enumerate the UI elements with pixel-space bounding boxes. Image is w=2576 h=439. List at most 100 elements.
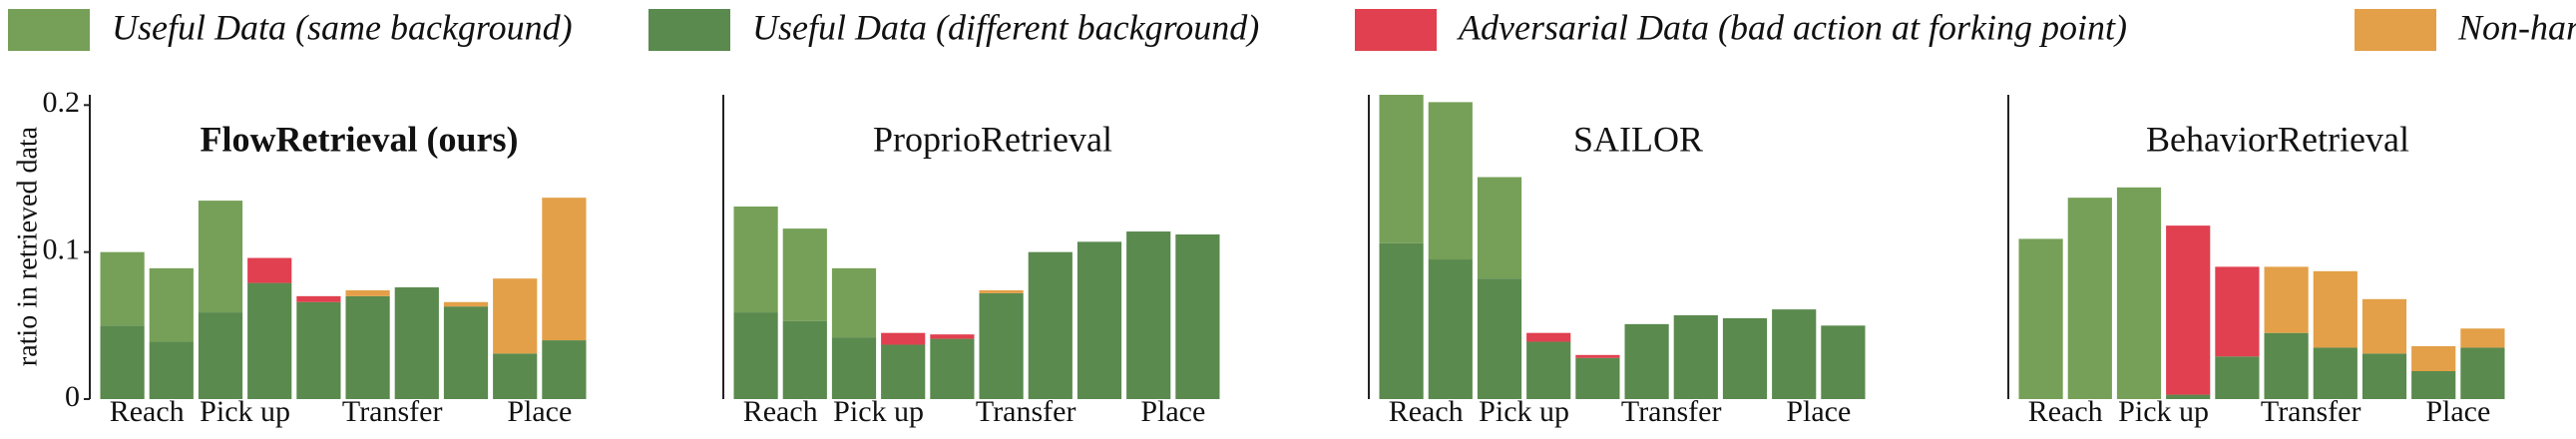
legend-label: Non-harmful Data bbox=[2457, 7, 2576, 47]
chart-title: ProprioRetrieval bbox=[873, 119, 1112, 159]
bar-segment bbox=[149, 267, 194, 342]
x-tick-label: Transfer bbox=[1621, 395, 1722, 428]
bar-segment bbox=[1477, 177, 1522, 279]
bar-segment bbox=[733, 206, 778, 313]
chart-title: FlowRetrieval (ours) bbox=[201, 119, 519, 159]
bar-segment bbox=[1575, 357, 1620, 399]
bar-segment bbox=[247, 282, 292, 399]
bar-segment bbox=[296, 301, 341, 399]
bar-segment bbox=[2411, 345, 2456, 372]
bar-segment bbox=[1379, 95, 1424, 243]
bar-segment bbox=[198, 312, 243, 399]
legend-label: Useful Data (different background) bbox=[752, 7, 1259, 47]
bar-segment bbox=[1575, 354, 1620, 358]
bar-segment bbox=[2313, 270, 2358, 348]
bar-segment bbox=[881, 344, 926, 399]
bar-segment bbox=[881, 332, 926, 345]
bar-segment bbox=[1175, 233, 1220, 399]
chart-title: BehaviorRetrieval bbox=[2146, 119, 2409, 159]
legend-swatch bbox=[648, 9, 730, 51]
x-tick-label: Transfer bbox=[2261, 395, 2361, 428]
legend-swatch bbox=[2355, 9, 2436, 51]
bar-segment bbox=[1028, 251, 1073, 399]
bar-segment bbox=[443, 301, 489, 307]
bar-segment bbox=[831, 337, 877, 399]
bar-segment bbox=[1379, 242, 1424, 399]
legend-label: Useful Data (same background) bbox=[112, 7, 573, 47]
bar-segment bbox=[2460, 328, 2505, 348]
bar-segment bbox=[443, 306, 489, 399]
x-tick-label: Transfer bbox=[976, 395, 1076, 428]
bar-segment bbox=[542, 198, 587, 341]
bar-segment bbox=[782, 320, 827, 399]
bar-segment bbox=[979, 292, 1024, 399]
bar-segment bbox=[2166, 225, 2211, 395]
bar-segment bbox=[2460, 347, 2505, 399]
x-tick-label: Transfer bbox=[342, 395, 443, 428]
bar-segment bbox=[733, 312, 778, 399]
bar-segment bbox=[1722, 317, 1768, 399]
bar-segment bbox=[2067, 198, 2112, 399]
bar-segment bbox=[2264, 332, 2309, 399]
bar-segment bbox=[394, 287, 439, 399]
bar-segment bbox=[782, 228, 827, 321]
x-tick-label: Place bbox=[2425, 395, 2490, 428]
y-axis-label: ratio in retrieved data bbox=[12, 126, 43, 366]
bar-segment bbox=[1526, 341, 1571, 399]
bar-segment bbox=[1126, 231, 1171, 399]
bar-segment bbox=[2018, 238, 2063, 399]
x-tick-label: Pick up bbox=[2118, 395, 2209, 428]
bar-segment bbox=[296, 295, 341, 302]
legend-swatch bbox=[1355, 9, 1437, 51]
bar-segment bbox=[831, 267, 877, 338]
x-tick-label: Place bbox=[507, 395, 572, 428]
bar-segment bbox=[100, 325, 145, 399]
x-tick-label: Reach bbox=[1389, 395, 1464, 428]
bar-segment bbox=[1477, 278, 1522, 399]
bar-segment bbox=[493, 278, 538, 354]
bar-segment bbox=[2116, 187, 2162, 399]
bar-segment bbox=[2411, 371, 2456, 399]
bar-segment bbox=[2215, 356, 2260, 399]
bar-segment bbox=[2313, 347, 2358, 399]
bar-segment bbox=[2361, 353, 2407, 399]
y-tick-label: 0.1 bbox=[43, 233, 81, 266]
y-tick-label: 0.2 bbox=[43, 86, 81, 119]
bar-segment bbox=[1673, 315, 1718, 399]
bar-segment bbox=[2361, 298, 2407, 354]
bar-segment bbox=[1821, 325, 1866, 399]
x-tick-label: Reach bbox=[743, 395, 818, 428]
x-tick-label: Place bbox=[1786, 395, 1851, 428]
bar-segment bbox=[1624, 323, 1669, 399]
bar-segment bbox=[198, 201, 243, 313]
bar-segment bbox=[149, 341, 194, 399]
bar-segment bbox=[247, 257, 292, 283]
bar-segment bbox=[345, 295, 390, 399]
bar-segment bbox=[1076, 241, 1122, 399]
chart-title: SAILOR bbox=[1573, 119, 1703, 159]
x-tick-label: Pick up bbox=[833, 395, 924, 428]
bar-segment bbox=[2166, 394, 2211, 399]
bar-segment bbox=[493, 353, 538, 399]
bar-segment bbox=[1526, 332, 1571, 342]
bar-segment bbox=[2264, 266, 2309, 333]
y-tick-label: 0 bbox=[65, 380, 80, 413]
x-tick-label: Pick up bbox=[200, 395, 290, 428]
bar-segment bbox=[542, 340, 587, 399]
bar-segment bbox=[1428, 259, 1473, 399]
bar-segment bbox=[345, 289, 390, 296]
legend-swatch bbox=[8, 9, 90, 51]
bar-segment bbox=[2215, 266, 2260, 357]
bar-segment bbox=[1772, 309, 1817, 399]
x-tick-label: Place bbox=[1140, 395, 1205, 428]
bar-segment bbox=[1428, 102, 1473, 260]
x-tick-label: Pick up bbox=[1479, 395, 1569, 428]
x-tick-label: Reach bbox=[110, 395, 185, 428]
bar-segment bbox=[930, 334, 975, 339]
bar-segment bbox=[930, 338, 975, 399]
bar-segment bbox=[100, 251, 145, 326]
legend-label: Adversarial Data (bad action at forking … bbox=[1457, 7, 2127, 47]
bar-segment bbox=[979, 289, 1024, 293]
x-tick-label: Reach bbox=[2028, 395, 2103, 428]
